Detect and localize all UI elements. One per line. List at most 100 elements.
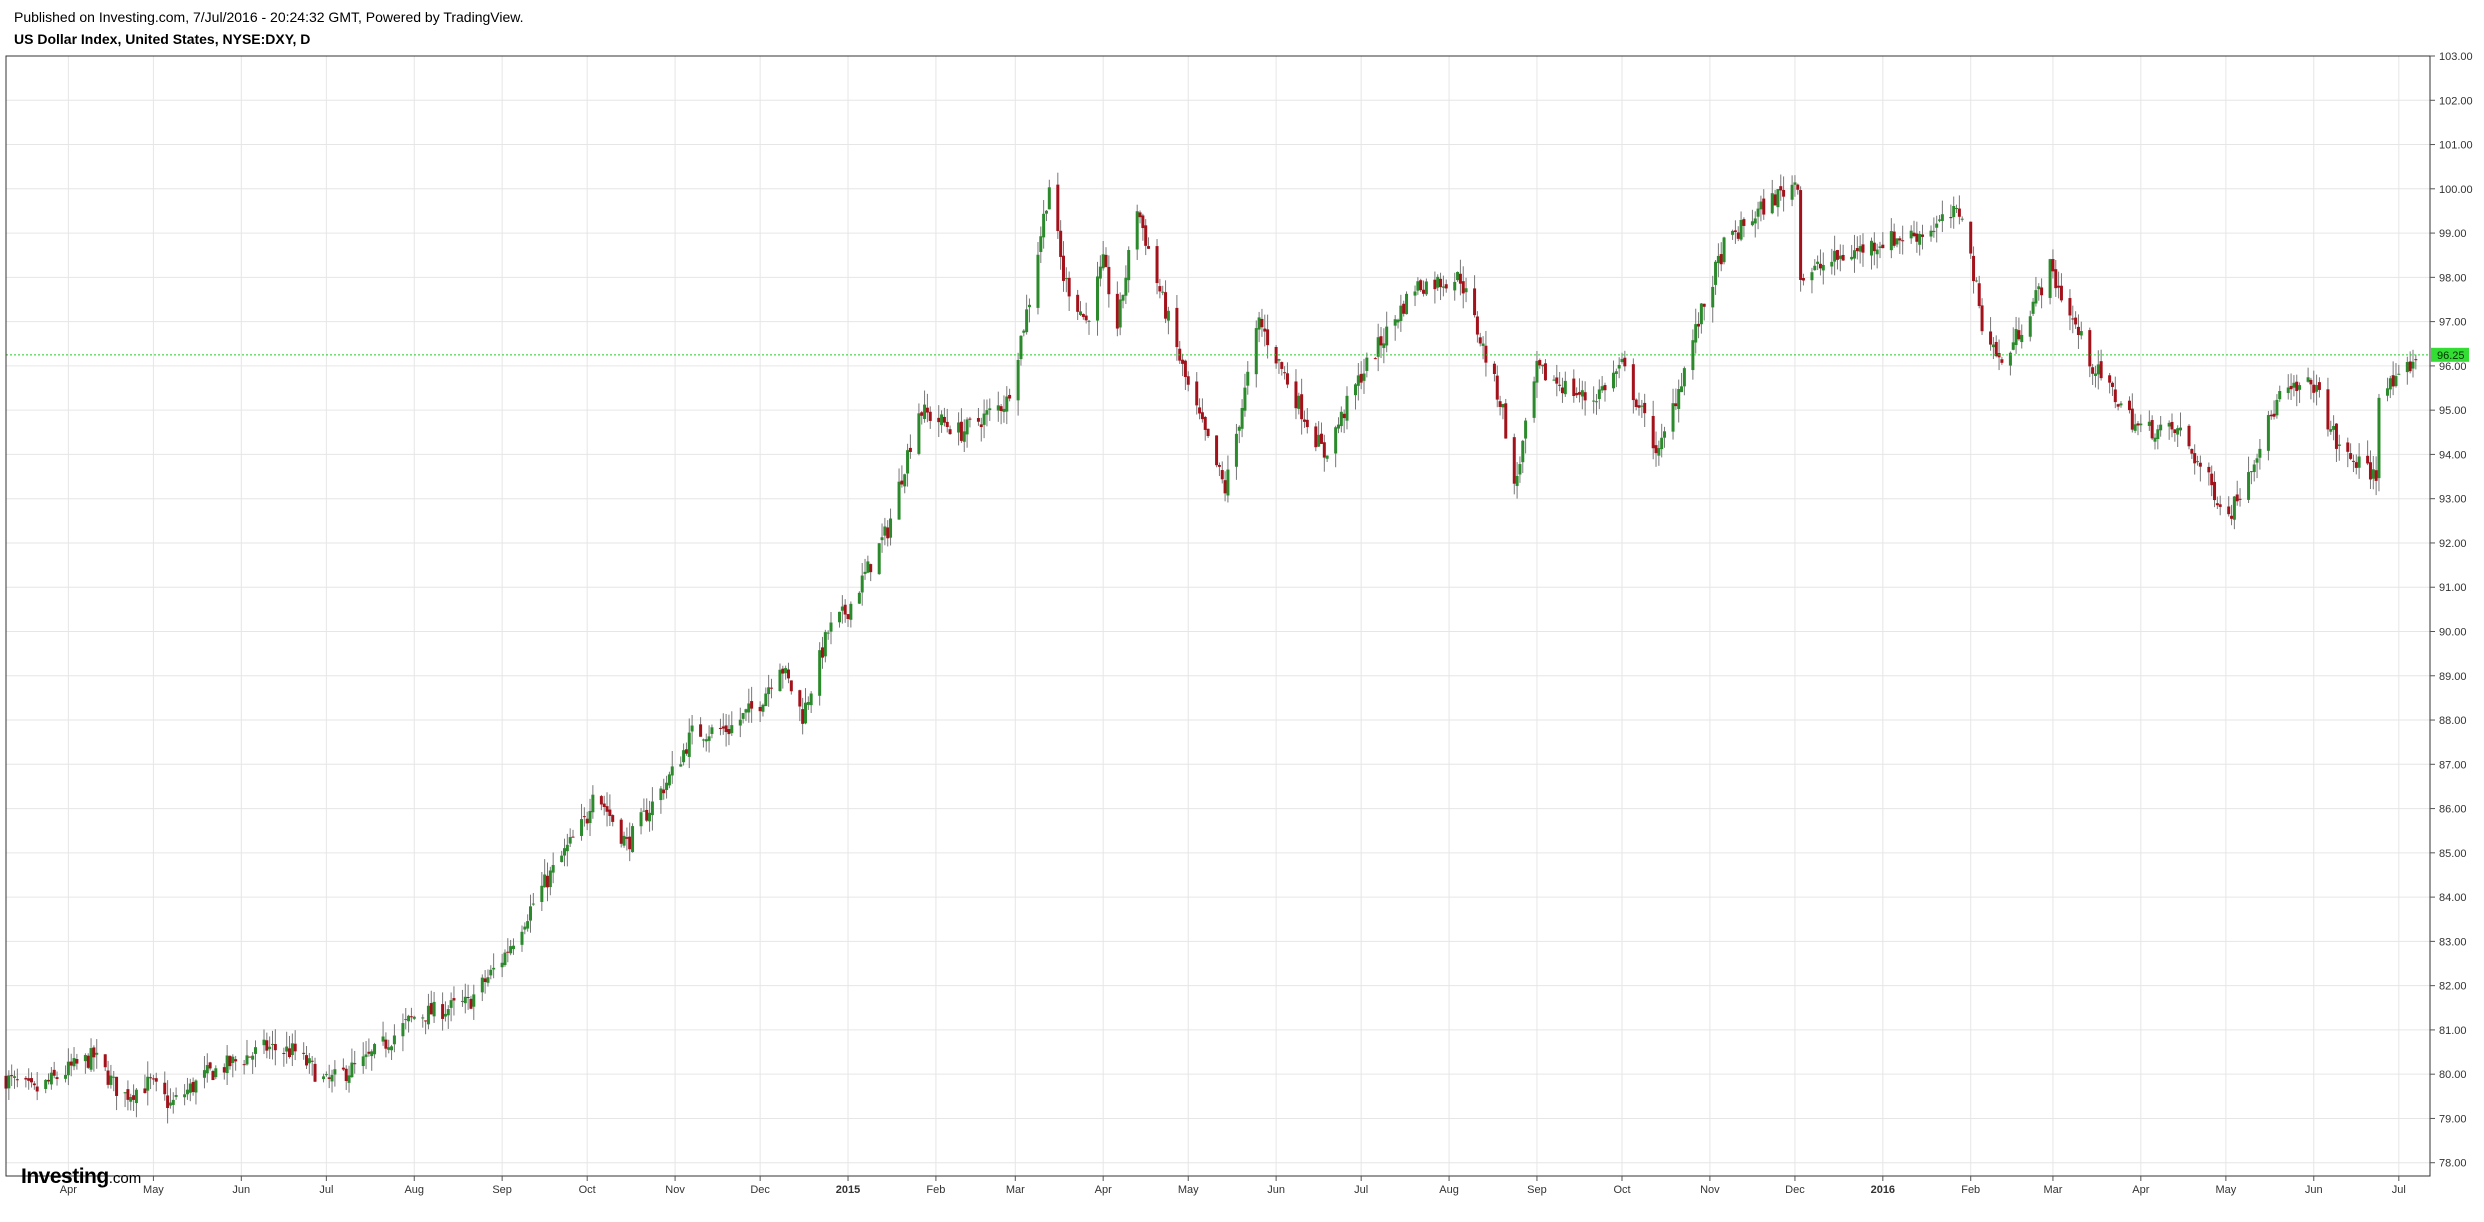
candle-up (1453, 281, 1457, 291)
candle-up (95, 1052, 99, 1055)
candle-down (1359, 373, 1363, 383)
candle-down (937, 417, 941, 423)
candle-down (2110, 382, 2114, 387)
price-tick-label: 92.00 (2439, 538, 2467, 550)
candle-up (390, 1046, 394, 1051)
candle-up (432, 1001, 436, 1017)
time-axis[interactable]: Apr May Jun Jul Aug Sep Oct Nov Dec 2015 Feb Mar Apr… (60, 1176, 2406, 1196)
candle-down (611, 815, 615, 822)
logo-domain: .com (108, 1170, 142, 1187)
candle-up (2255, 458, 2259, 463)
candle-up (707, 736, 711, 741)
candle-down (928, 411, 932, 421)
candle-down (2074, 317, 2078, 325)
time-tick-label: Jun (1267, 1184, 1285, 1196)
time-tick-label: May (1178, 1184, 1199, 1196)
candle-up (1518, 464, 1522, 475)
candle-down (452, 998, 456, 1001)
candle-down (645, 809, 649, 821)
candle-down (1379, 336, 1383, 346)
candle-up (1813, 265, 1817, 271)
candle-down (718, 727, 722, 729)
candle-down (2374, 470, 2378, 481)
candle-down (429, 1003, 433, 1015)
candle-up (639, 812, 643, 827)
candle-down (2136, 423, 2140, 426)
candle-down (999, 406, 1003, 412)
candle-up (1022, 330, 1026, 333)
price-tick-label: 90.00 (2439, 626, 2467, 638)
candle-up (1382, 343, 1386, 349)
price-tick-label: 98.00 (2439, 272, 2467, 284)
candle-down (1314, 426, 1318, 448)
candle-up (2159, 424, 2163, 431)
candle-down (605, 806, 609, 812)
candle-down (2057, 285, 2061, 288)
candle-up (307, 1058, 311, 1064)
candle-up (1226, 469, 1230, 496)
candle-up (185, 1089, 189, 1095)
candle-up (784, 668, 788, 674)
candle-up (829, 622, 833, 632)
candle-down (1223, 480, 1227, 494)
candle-up (463, 996, 467, 1004)
investing-logo: Investing.com (21, 1165, 141, 1189)
candle-down (265, 1040, 269, 1051)
candle-up (1793, 182, 1797, 185)
candle-up (1481, 343, 1485, 346)
candle-up (1974, 280, 1978, 282)
candle-down (1175, 307, 1179, 348)
candle-up (642, 810, 646, 812)
candle-up (446, 1009, 450, 1016)
candle-down (69, 1061, 73, 1066)
candle-up (2196, 461, 2200, 463)
candle-up (1027, 304, 1031, 308)
candle-up (1025, 309, 1029, 333)
price-tick-label: 95.00 (2439, 405, 2467, 417)
candle-up (2298, 385, 2302, 390)
candle-down (1419, 280, 1423, 291)
candle-down (1484, 345, 1488, 363)
candle-up (906, 450, 910, 474)
candle-up (500, 962, 504, 968)
candle-down (2054, 269, 2058, 289)
candle-up (2337, 444, 2341, 447)
candle-up (330, 1074, 334, 1082)
candle-up (333, 1069, 337, 1075)
time-tick-label: 2015 (836, 1184, 860, 1196)
candle-down (1084, 315, 1088, 321)
price-tick-label: 85.00 (2439, 848, 2467, 860)
candle-down (2312, 384, 2316, 393)
candle-up (134, 1089, 138, 1104)
candle-down (2068, 298, 2072, 316)
candle-down (2127, 400, 2131, 411)
time-tick-label: Dec (750, 1184, 770, 1196)
candle-down (1164, 292, 1168, 319)
candle-up (1096, 276, 1100, 321)
candle-up (171, 1099, 175, 1105)
candle-up (1161, 291, 1165, 293)
candle-up (778, 669, 782, 692)
candle-up (1889, 231, 1893, 251)
candle-up (730, 725, 734, 734)
candle-up (1776, 189, 1780, 208)
candle-up (7, 1075, 11, 1089)
candle-up (591, 794, 595, 813)
candle-down (103, 1054, 107, 1068)
candle-down (313, 1063, 317, 1082)
candle-down (2238, 498, 2242, 500)
candle-down (154, 1078, 158, 1082)
candle-down (228, 1056, 232, 1067)
candle-down (2207, 466, 2211, 473)
candle-up (560, 855, 564, 863)
candle-up (761, 704, 765, 712)
price-axis[interactable]: 78.00 79.00 80.00 81.00 82.00 83.00 84.00 85.00… (2430, 51, 2473, 1170)
candle-down (1773, 194, 1777, 206)
candle-down (282, 1052, 286, 1054)
candle-down (1631, 364, 1635, 401)
candle-down (1294, 381, 1298, 409)
candle-down (789, 680, 793, 692)
candle-up (72, 1058, 76, 1067)
candle-up (551, 865, 555, 873)
